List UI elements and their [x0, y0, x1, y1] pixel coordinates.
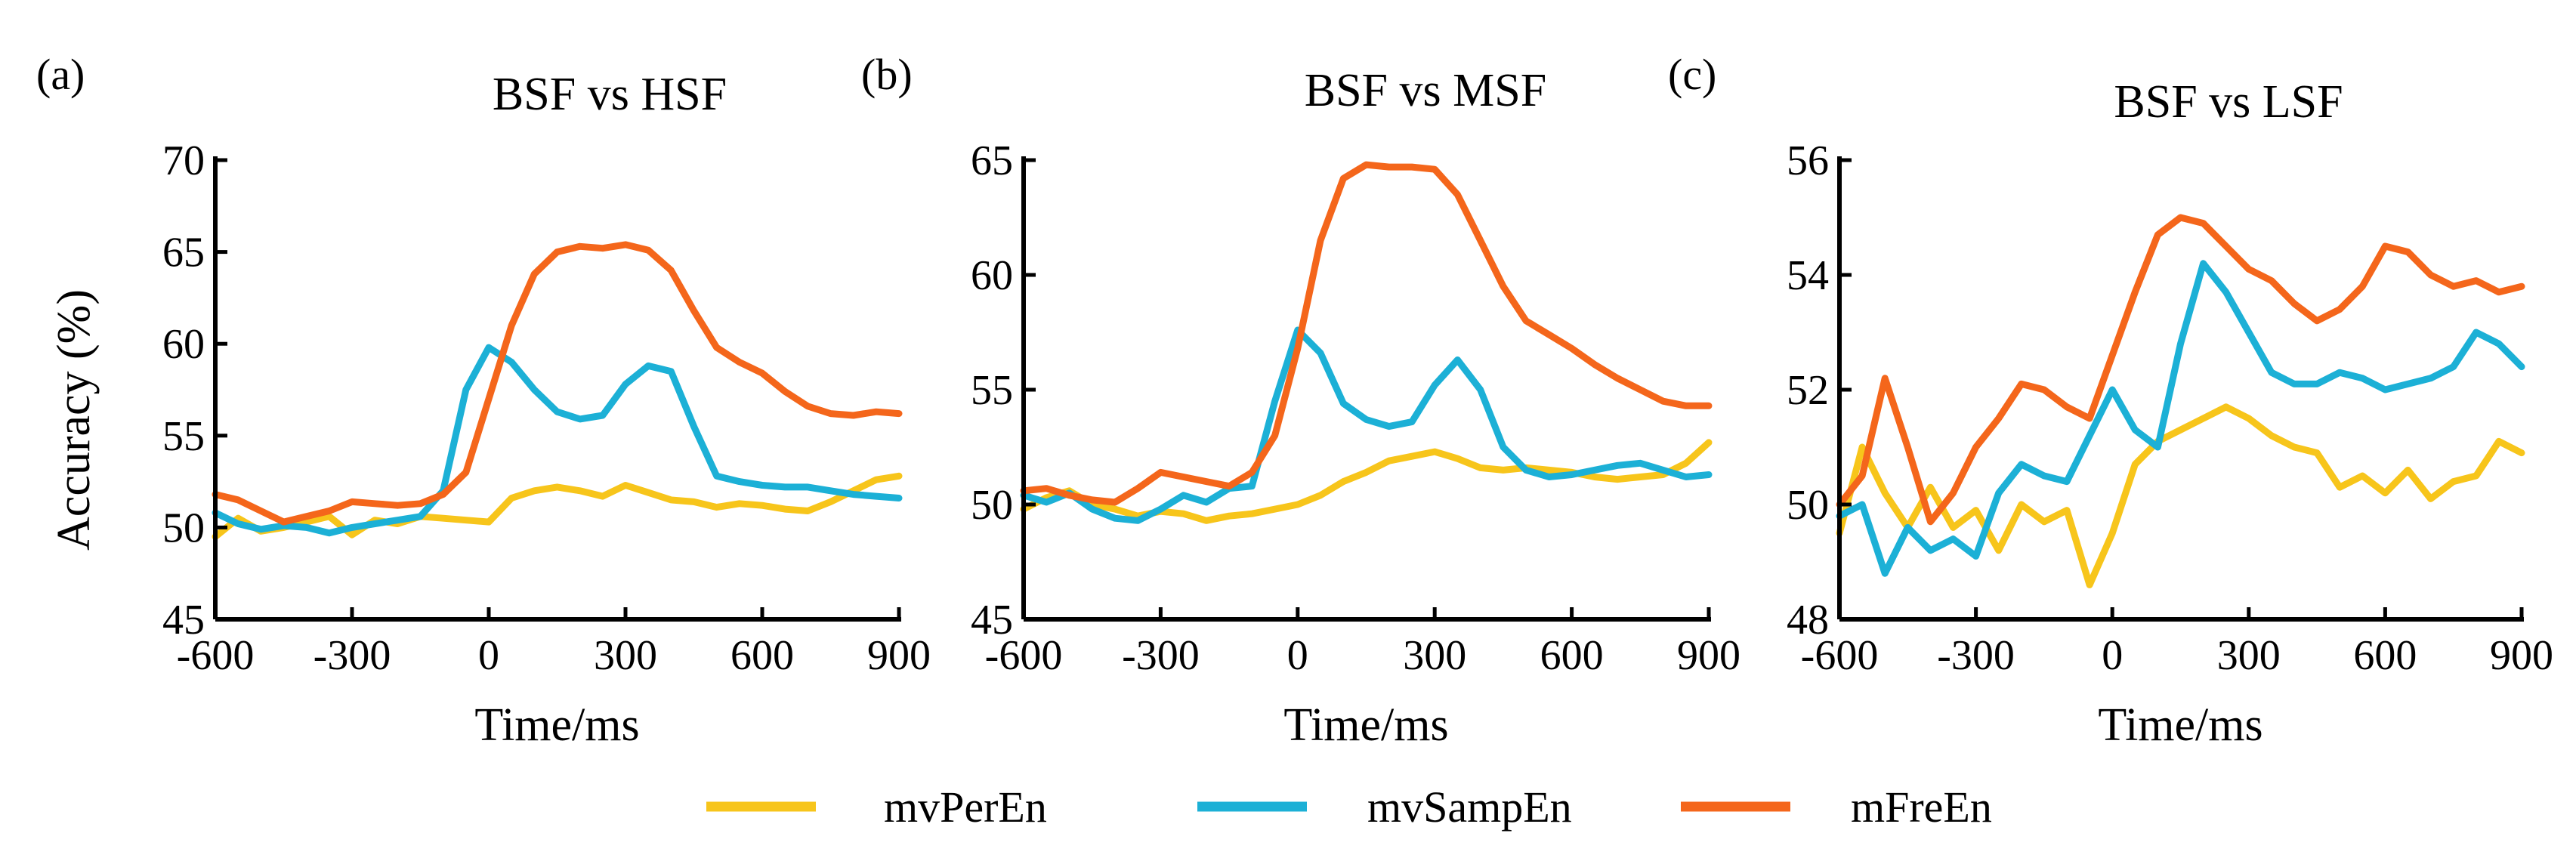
x-axis-label: Time/ms: [474, 699, 639, 751]
x-tick-label: 0: [1287, 632, 1308, 679]
panel-c: (c) BSF vs LSF 48 50 52 54 56 -600 -300 0 300 600 90…: [1668, 50, 2553, 751]
y-tick-label: 70: [162, 137, 205, 184]
chart-title: BSF vs HSF: [493, 69, 727, 120]
legend-label: mvPerEn: [884, 782, 1047, 832]
x-tick-label: -600: [1801, 632, 1879, 679]
y-tick-label: 50: [971, 482, 1013, 529]
x-tick-label: 600: [730, 632, 794, 679]
panel-b: (b) BSF vs MSF 45 50 55 60 65 -600 -300 0 300 600 90…: [861, 50, 1740, 751]
y-tick-label: 48: [1787, 597, 1829, 643]
chart-title: BSF vs LSF: [2114, 76, 2343, 128]
y-tick-label: 56: [1787, 137, 1829, 184]
x-tick-label: -600: [177, 632, 255, 679]
y-tick-label: 45: [162, 597, 205, 643]
x-tick-label: 900: [867, 632, 931, 679]
legend: mvPerEn mvSampEn mFreEn: [706, 782, 1992, 832]
y-tick-label: 45: [971, 597, 1013, 643]
series-line-mvSampEn: [212, 344, 903, 537]
y-tick-label: 65: [971, 137, 1013, 184]
legend-item-mFreEn: mFreEn: [1681, 782, 1992, 832]
x-tick-label: -300: [1937, 632, 2015, 679]
x-tick-label: 900: [1677, 632, 1740, 679]
series-line-mvSampEn: [1020, 326, 1713, 524]
series-line-mvSampEn: [1836, 260, 2525, 577]
chart-title: BSF vs MSF: [1305, 65, 1547, 116]
y-tick-label: 60: [162, 321, 205, 368]
x-tick-label: 300: [1403, 632, 1466, 679]
y-axis-label: Accuracy (%): [48, 289, 100, 551]
series-line-mFreEn: [1836, 214, 2525, 526]
x-tick-label: -300: [314, 632, 391, 679]
x-tick-label: 300: [2217, 632, 2281, 679]
x-axis-label: Time/ms: [2098, 699, 2262, 751]
x-tick-label: -300: [1122, 632, 1200, 679]
x-tick-label: 0: [2102, 632, 2123, 679]
x-tick-label: 0: [478, 632, 499, 679]
y-tick-label: 55: [162, 413, 205, 460]
x-tick-label: 300: [594, 632, 657, 679]
series-line-mvPerEn: [1020, 439, 1713, 524]
y-tick-label: 50: [1787, 482, 1829, 529]
y-tick-label: 50: [162, 505, 205, 551]
panel-a: (a) BSF vs HSF 45 50 55 60 65 70 -600 -300 0 300 600…: [36, 50, 931, 751]
panel-label: (c): [1668, 50, 1716, 99]
series-line-mvPerEn: [212, 472, 903, 541]
y-tick-label: 60: [971, 252, 1013, 299]
y-tick-label: 65: [162, 230, 205, 276]
x-tick-label: 900: [2490, 632, 2553, 679]
series-line-mvPerEn: [1836, 403, 2525, 588]
x-axis-label: Time/ms: [1283, 699, 1448, 751]
legend-label: mFreEn: [1851, 782, 1992, 832]
series-line-mFreEn: [212, 241, 903, 526]
panel-label: (a): [36, 50, 85, 99]
x-tick-label: -600: [985, 632, 1063, 679]
series-line-mFreEn: [1020, 161, 1713, 506]
x-tick-label: 600: [2353, 632, 2417, 679]
y-tick-label: 54: [1787, 252, 1829, 299]
x-tick-label: 600: [1540, 632, 1604, 679]
y-tick-label: 52: [1787, 367, 1829, 414]
legend-item-mvPerEn: mvPerEn: [706, 782, 1047, 832]
legend-item-mvSampEn: mvSampEn: [1197, 782, 1572, 832]
legend-label: mvSampEn: [1367, 782, 1572, 832]
panel-label: (b): [861, 50, 913, 99]
y-tick-label: 55: [971, 367, 1013, 414]
